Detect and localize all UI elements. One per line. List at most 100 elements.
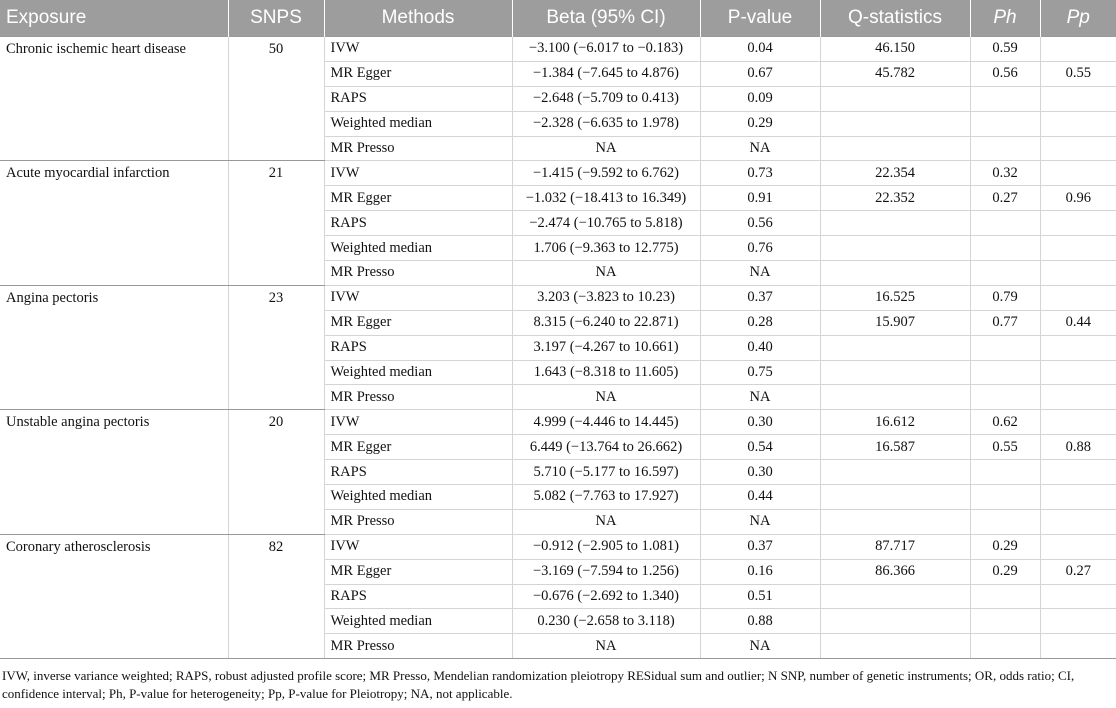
empty-cell [969,359,1041,386]
empty-cell [1039,608,1116,635]
empty-cell [969,110,1041,137]
method: MR Presso [324,384,513,411]
snps: 50 [227,35,325,162]
empty-cell [819,633,971,660]
empty-cell [969,633,1041,660]
beta: 1.643 (−8.318 to 11.605) [511,359,701,386]
beta: −2.648 (−5.709 to 0.413) [511,85,701,112]
empty-cell [969,583,1041,610]
empty-cell [1039,260,1116,286]
p-value: 0.54 [699,434,821,461]
table-body: Chronic ischemic heart disease 50 IVW −3.10… [0,35,1116,660]
p-value: 0.28 [699,309,821,336]
table-row: MR Egger 8.315 (−6.240 to 22.871) 0.28 15.9… [0,309,1116,336]
q-statistic: 46.150 [819,36,971,62]
method: MR Egger [324,60,513,87]
table-row: MR Presso NA NA [0,508,1116,535]
beta: −3.100 (−6.017 to −0.183) [511,36,701,62]
p-value: 0.73 [699,160,821,187]
method: MR Presso [324,260,513,286]
column-header: P-value [699,0,820,37]
beta: −2.474 (−10.765 to 5.818) [511,210,701,237]
ph: 0.79 [969,284,1041,311]
table-row: MR Egger −3.169 (−7.594 to 1.256) 0.16 86.3… [0,558,1116,585]
beta: NA [511,135,701,162]
empty-cell [819,508,971,535]
empty-cell [1039,85,1116,112]
column-header: Pp [1039,0,1116,37]
empty-cell [1039,533,1116,560]
empty-cell [819,85,971,112]
ph: 0.32 [969,160,1041,187]
q-statistic: 22.354 [819,160,971,187]
empty-cell [1039,334,1116,361]
method: IVW [323,409,513,436]
header-row: Exposure SNPS Methods Beta (95% CI) P-value Q… [0,0,1116,37]
results-table: Exposure SNPS Methods Beta (95% CI) P-value Q… [0,0,1116,660]
empty-cell [969,508,1041,535]
table-row: RAPS 3.197 (−4.267 to 10.661) 0.40 [0,334,1116,361]
empty-cell [1039,409,1116,436]
empty-cell [819,334,971,361]
empty-cell [819,110,971,137]
empty-cell [969,85,1041,112]
empty-cell [819,210,971,237]
column-header: Methods [323,0,512,37]
beta: NA [511,508,701,535]
table-header: Exposure SNPS Methods Beta (95% CI) P-value Q… [0,0,1116,37]
method: Weighted median [324,235,513,262]
empty-cell [1039,484,1116,510]
pp: 0.27 [1039,558,1116,585]
ph: 0.77 [969,309,1041,336]
p-value: 0.76 [699,235,821,262]
table-row: Chronic ischemic heart disease 50 IVW −3.10… [0,35,1116,162]
beta: −1.415 (−9.592 to 6.762) [511,160,701,187]
ph: 0.62 [969,409,1041,436]
ph: 0.56 [969,60,1041,87]
empty-cell [969,384,1041,411]
method: MR Egger [324,558,513,585]
pp: 0.88 [1039,434,1116,461]
exposure: Acute myocardial infarction [0,160,229,286]
empty-cell [819,135,971,162]
method: MR Presso [324,633,513,660]
pp: 0.44 [1039,309,1116,336]
q-statistic: 87.717 [819,533,971,560]
q-statistic: 16.612 [819,409,971,436]
empty-cell [819,359,971,386]
column-header: SNPS [227,0,324,37]
beta: 5.082 (−7.763 to 17.927) [511,484,701,510]
table-row: MR Egger 6.449 (−13.764 to 26.662) 0.54 16.… [0,434,1116,461]
table-row: MR Egger −1.032 (−18.413 to 16.349) 0.91 22… [0,185,1116,212]
empty-cell [1039,160,1116,187]
method: Weighted median [324,359,513,386]
exposure: Chronic ischemic heart disease [0,35,229,162]
snps: 20 [227,409,325,535]
pp: 0.96 [1039,185,1116,212]
method: RAPS [324,85,513,112]
pp: 0.55 [1039,60,1116,87]
method: RAPS [324,583,513,610]
beta: NA [511,260,701,286]
empty-cell [969,334,1041,361]
method: MR Presso [324,508,513,535]
column-header: Ph [969,0,1040,37]
snps: 82 [227,533,325,660]
empty-cell [969,459,1041,486]
method: Weighted median [324,484,513,510]
table-row: RAPS 5.710 (−5.177 to 16.597) 0.30 [0,459,1116,486]
beta: 1.706 (−9.363 to 12.775) [511,235,701,262]
beta: 6.449 (−13.764 to 26.662) [511,434,701,461]
empty-cell [1039,633,1116,660]
empty-cell [819,384,971,411]
empty-cell [1039,36,1116,62]
q-statistic: 16.587 [819,434,971,461]
p-value: 0.56 [699,210,821,237]
p-value: 0.40 [699,334,821,361]
table-row: Angina pectoris 23 IVW 3.203 (−3.823 to 10.… [0,284,1116,411]
p-value: 0.37 [699,533,821,560]
q-statistic: 16.525 [819,284,971,311]
beta: NA [511,384,701,411]
method: RAPS [324,210,513,237]
